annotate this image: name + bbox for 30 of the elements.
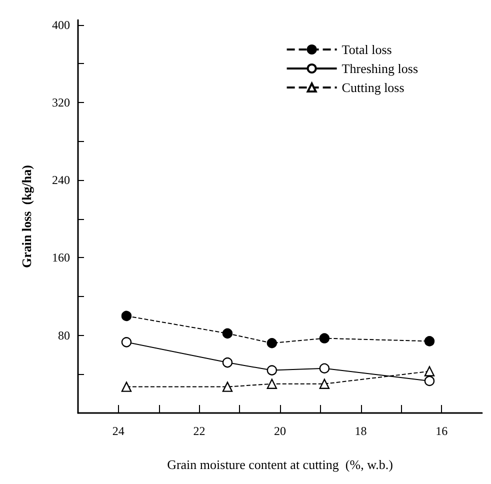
y-tick-label: 400 [52, 18, 70, 32]
point [424, 376, 435, 386]
point [424, 366, 435, 376]
point [222, 382, 233, 392]
point [266, 365, 278, 376]
x-tick-label: 22 [193, 424, 206, 438]
point [121, 310, 132, 322]
point [222, 328, 233, 339]
x-tick-label: 20 [274, 424, 286, 438]
x-tick-label: 24 [112, 424, 124, 438]
y-tick-label: 320 [52, 95, 70, 110]
x-tick-label: 18 [354, 424, 367, 438]
y-tick-label: 160 [52, 250, 70, 265]
point [319, 363, 330, 374]
x-tick-label: 16 [436, 424, 448, 438]
y-axis-title: Grain loss (kg/ha) [19, 165, 34, 268]
y-tick-label: 80 [58, 328, 70, 342]
legend-label: Total loss [342, 42, 392, 57]
y-tick-label: 240 [52, 173, 70, 188]
point [121, 337, 132, 348]
point [121, 382, 132, 392]
point [266, 378, 278, 389]
point [222, 357, 233, 368]
legend-label: Cutting loss [342, 80, 404, 95]
x-axis-title: Grain moisture content at cutting (%, w.b.) [167, 457, 393, 472]
point [319, 333, 330, 344]
point [424, 336, 435, 346]
point [319, 378, 330, 389]
point [266, 338, 278, 348]
legend-label: Threshing loss [342, 61, 418, 76]
